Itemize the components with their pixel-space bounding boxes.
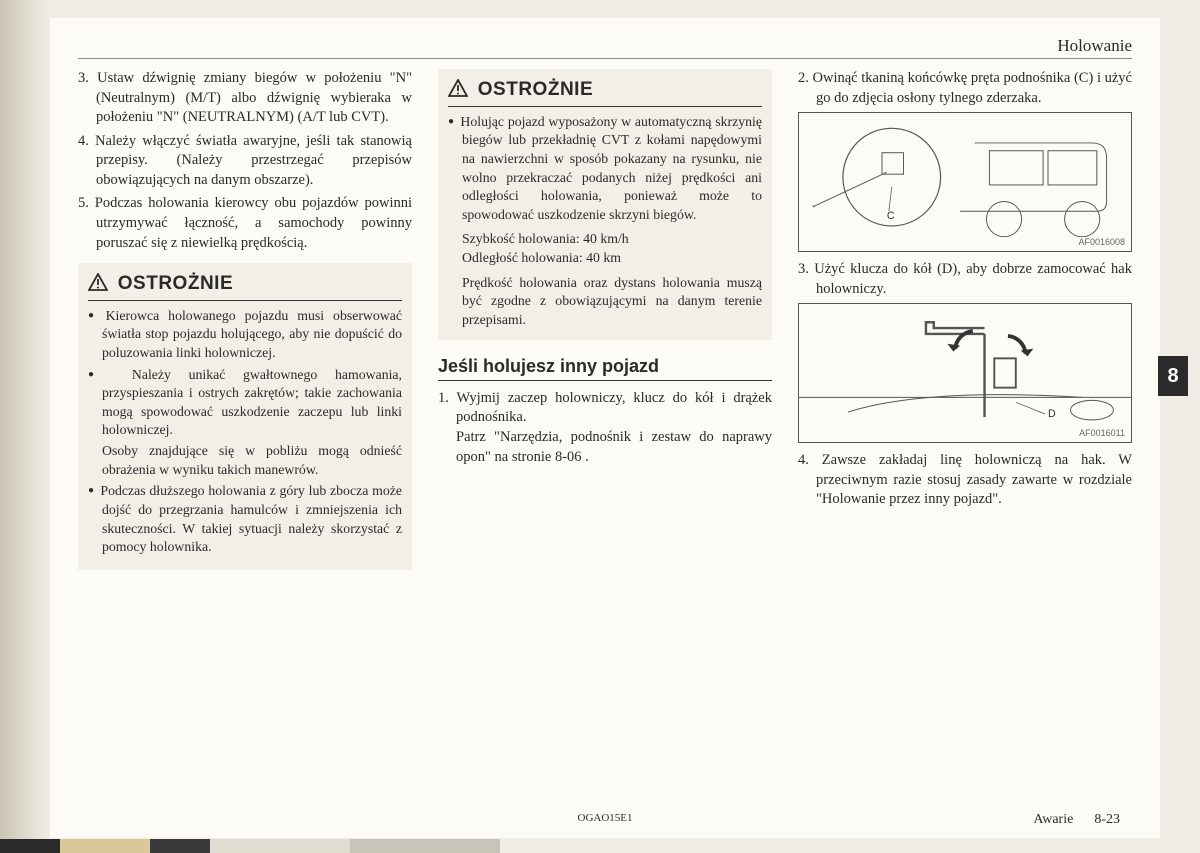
section-name: Awarie	[1033, 812, 1073, 827]
svg-text:D: D	[1048, 408, 1056, 420]
caution-title-2: OSTROŻNIE	[448, 77, 762, 107]
towing-speed: Szybkość holowania: 40 km/h	[448, 230, 762, 249]
figure-code-2: AF0016011	[1079, 427, 1125, 439]
regulation-note: Prędkość holowania oraz dystans holowani…	[448, 274, 762, 330]
step-3: 3. Ustaw dźwignię zmiany biegów w położe…	[78, 69, 412, 128]
column-3: 2. Owinąć tkaniną końcówkę pręta podnośn…	[798, 69, 1132, 570]
bullet-2-extra: Osoby znajdujące się w pobliżu mogą odni…	[102, 442, 402, 479]
step-3: 3. Użyć klucza do kół (D), aby dobrze za…	[798, 260, 1132, 299]
chapter-tab: 8	[1158, 356, 1188, 396]
col3-steps: 2. Owinąć tkaniną końcówkę pręta podnośn…	[798, 69, 1132, 108]
step-4: 4. Należy włączyć światła awaryjne, jeśl…	[78, 132, 412, 191]
step-2: 2. Owinąć tkaniną końcówkę pręta podnośn…	[798, 69, 1132, 108]
caution-label: OSTROŻNIE	[118, 273, 233, 294]
warning-triangle-icon	[88, 273, 108, 291]
section-heading: Jeśli holujesz inny pojazd	[438, 354, 772, 381]
caution-label-2: OSTROŻNIE	[478, 79, 593, 100]
scan-shadow	[0, 0, 50, 853]
step-4: 4. Zawsze zakładaj linę holowniczą na ha…	[798, 451, 1132, 510]
caution-title: OSTROŻNIE	[88, 271, 402, 301]
wrench-hook-illustration: D	[799, 304, 1131, 442]
caution-bullets: Kierowca holowanego pojazdu musi obserwo…	[88, 307, 402, 557]
col3-steps-end: 4. Zawsze zakładaj linę holowniczą na ha…	[798, 451, 1132, 510]
column-1: 3. Ustaw dźwignię zmiany biegów w położe…	[78, 69, 412, 570]
cvt-bullet: Holując pojazd wyposażony w automatyczną…	[448, 113, 762, 225]
page-number: 8-23	[1094, 812, 1120, 827]
manual-page: Holowanie 3. Ustaw dźwignię zmiany biegó…	[50, 18, 1160, 838]
caution-bullets-2: Holując pojazd wyposażony w automatyczną…	[448, 113, 762, 225]
towing-distance: Odległość holowania: 40 km	[448, 249, 762, 268]
caution-box-1: OSTROŻNIE Kierowca holowanego pojazdu mu…	[78, 263, 412, 570]
page-footer: OGAO15E1 Awarie 8-23	[50, 812, 1160, 828]
vehicle-rear-illustration: C	[799, 113, 1131, 251]
column-2: OSTROŻNIE Holując pojazd wyposażony w au…	[438, 69, 772, 570]
doc-code: OGAO15E1	[578, 812, 633, 824]
bullet-2: Należy unikać gwałtownego hamowania, prz…	[88, 366, 402, 480]
scan-edge	[0, 839, 1200, 853]
content-columns: 3. Ustaw dźwignię zmiany biegów w położe…	[78, 69, 1132, 570]
caution-box-2: OSTROŻNIE Holując pojazd wyposażony w au…	[438, 69, 772, 340]
step-1-ref: Patrz "Narzędzia, podnośnik i zestaw do …	[456, 428, 772, 467]
col3-steps-cont: 3. Użyć klucza do kół (D), aby dobrze za…	[798, 260, 1132, 299]
step-5: 5. Podczas holowania kierowcy obu pojazd…	[78, 194, 412, 253]
procedure-list: 3. Ustaw dźwignię zmiany biegów w położe…	[78, 69, 412, 253]
bullet-3: Podczas dłuższego holowania z góry lub z…	[88, 482, 402, 557]
figure-code-1: AF0016008	[1078, 236, 1125, 248]
svg-text:C: C	[887, 210, 895, 222]
page-header: Holowanie	[78, 36, 1132, 59]
footer-right: Awarie 8-23	[1033, 812, 1120, 828]
warning-triangle-icon	[448, 79, 468, 97]
towing-other-steps: 1. Wyjmij zaczep holowniczy, klucz do kó…	[438, 389, 772, 467]
figure-wheel-wrench: D AF0016011	[798, 303, 1132, 443]
figure-rear-bumper-cover: C AF0016008	[798, 112, 1132, 252]
bullet-1: Kierowca holowanego pojazdu musi obserwo…	[88, 307, 402, 363]
step-1: 1. Wyjmij zaczep holowniczy, klucz do kó…	[438, 389, 772, 467]
